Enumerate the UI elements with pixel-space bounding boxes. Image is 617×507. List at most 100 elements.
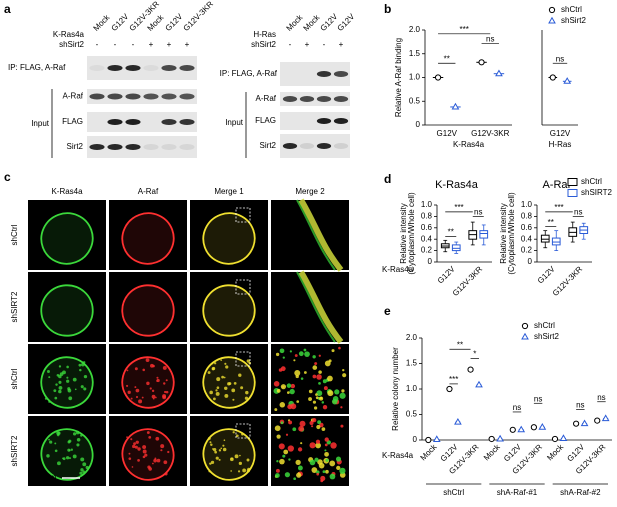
column-header: A-Raf (138, 187, 159, 196)
speckle (292, 427, 297, 432)
y-tick-label: 0.5 (409, 96, 421, 105)
speckle (55, 383, 58, 386)
speckle (131, 466, 134, 468)
input-label: Input (225, 118, 244, 127)
speckle (339, 467, 346, 474)
speckle (331, 349, 335, 353)
speckle (134, 445, 138, 449)
band-label: A-Raf (63, 92, 84, 101)
speckle (72, 377, 77, 382)
significance-label: ns (574, 208, 582, 217)
speckle (80, 385, 84, 389)
knockdown-sign: - (323, 40, 326, 49)
speckle (303, 348, 307, 352)
speckle (231, 388, 236, 393)
speckle (80, 468, 84, 472)
y-axis-label: (Cytoplasm/Whole cell) (407, 192, 416, 275)
speckle (276, 460, 279, 463)
speckle (222, 444, 225, 447)
speckle (156, 380, 158, 382)
speckle (207, 437, 211, 440)
speckle (290, 383, 296, 389)
membrane (296, 271, 336, 343)
speckle (214, 450, 217, 454)
speckle (296, 400, 300, 403)
significance-label: ** (444, 54, 450, 63)
speckle (66, 379, 70, 383)
marker (521, 322, 529, 330)
speckle (318, 462, 325, 469)
speckle (308, 397, 312, 401)
speckle (279, 402, 286, 408)
significance-label: ns (513, 403, 521, 412)
lane-label: G12V (319, 12, 340, 33)
speckle (341, 389, 345, 393)
blot-band (333, 118, 349, 124)
speckle (274, 408, 278, 412)
speckle (163, 460, 168, 465)
speckle (66, 376, 69, 379)
marker (530, 424, 537, 431)
speckle (324, 360, 331, 367)
knockdown-sign: - (132, 40, 135, 49)
speckle (128, 452, 131, 455)
speckle (315, 393, 318, 396)
speckle (82, 470, 86, 474)
blot-band (316, 143, 332, 149)
speckle (294, 369, 301, 376)
blot-strip (280, 92, 350, 106)
marker (434, 74, 442, 81)
row-label: shSIRT2 (10, 291, 19, 323)
speckle (321, 401, 325, 404)
speckle (156, 458, 161, 463)
speckle (233, 381, 237, 385)
legend-label: shCtrl (534, 321, 555, 330)
speckle (58, 385, 63, 390)
marker (551, 435, 559, 443)
significance-label: *** (449, 375, 458, 384)
speckle (48, 400, 51, 403)
speckle (160, 449, 163, 452)
knockdown-sign: + (167, 40, 172, 49)
speckle (275, 468, 280, 473)
y-tick-label: 0.8 (421, 212, 433, 221)
speckle (53, 389, 57, 393)
speckle (312, 365, 318, 370)
panel-label: a (4, 2, 11, 16)
input-label: Input (31, 119, 50, 128)
speckle (312, 355, 316, 359)
band-label: Sirt2 (260, 141, 277, 150)
speckle (289, 388, 295, 395)
speckle (148, 436, 152, 439)
speckle (288, 458, 291, 461)
speckle (155, 436, 160, 441)
speckle (236, 434, 239, 438)
speckle (83, 375, 88, 379)
blot-strip (280, 112, 350, 130)
speckle (79, 368, 82, 372)
cell-outline (202, 428, 256, 481)
marker (509, 426, 516, 433)
y-tick-label: 1.5 (406, 359, 418, 368)
speckle (142, 449, 147, 454)
speckle (83, 387, 87, 391)
y-tick-label: 0.6 (521, 223, 533, 232)
marker (548, 16, 556, 24)
speckle (145, 358, 150, 363)
significance-label: *** (459, 25, 468, 34)
blot-band (179, 93, 195, 100)
blot-band (161, 93, 177, 100)
speckle (318, 354, 321, 357)
speckle (316, 470, 320, 474)
speckle (149, 387, 152, 390)
band-label: Sirt2 (67, 142, 84, 151)
blot-band (179, 119, 195, 125)
speckle (335, 456, 342, 462)
speckle (134, 386, 137, 389)
speckle (58, 365, 62, 368)
blot-band (333, 96, 349, 102)
speckle (135, 440, 139, 444)
speckle (327, 390, 334, 397)
speckle (222, 447, 227, 452)
speckle (218, 449, 222, 452)
